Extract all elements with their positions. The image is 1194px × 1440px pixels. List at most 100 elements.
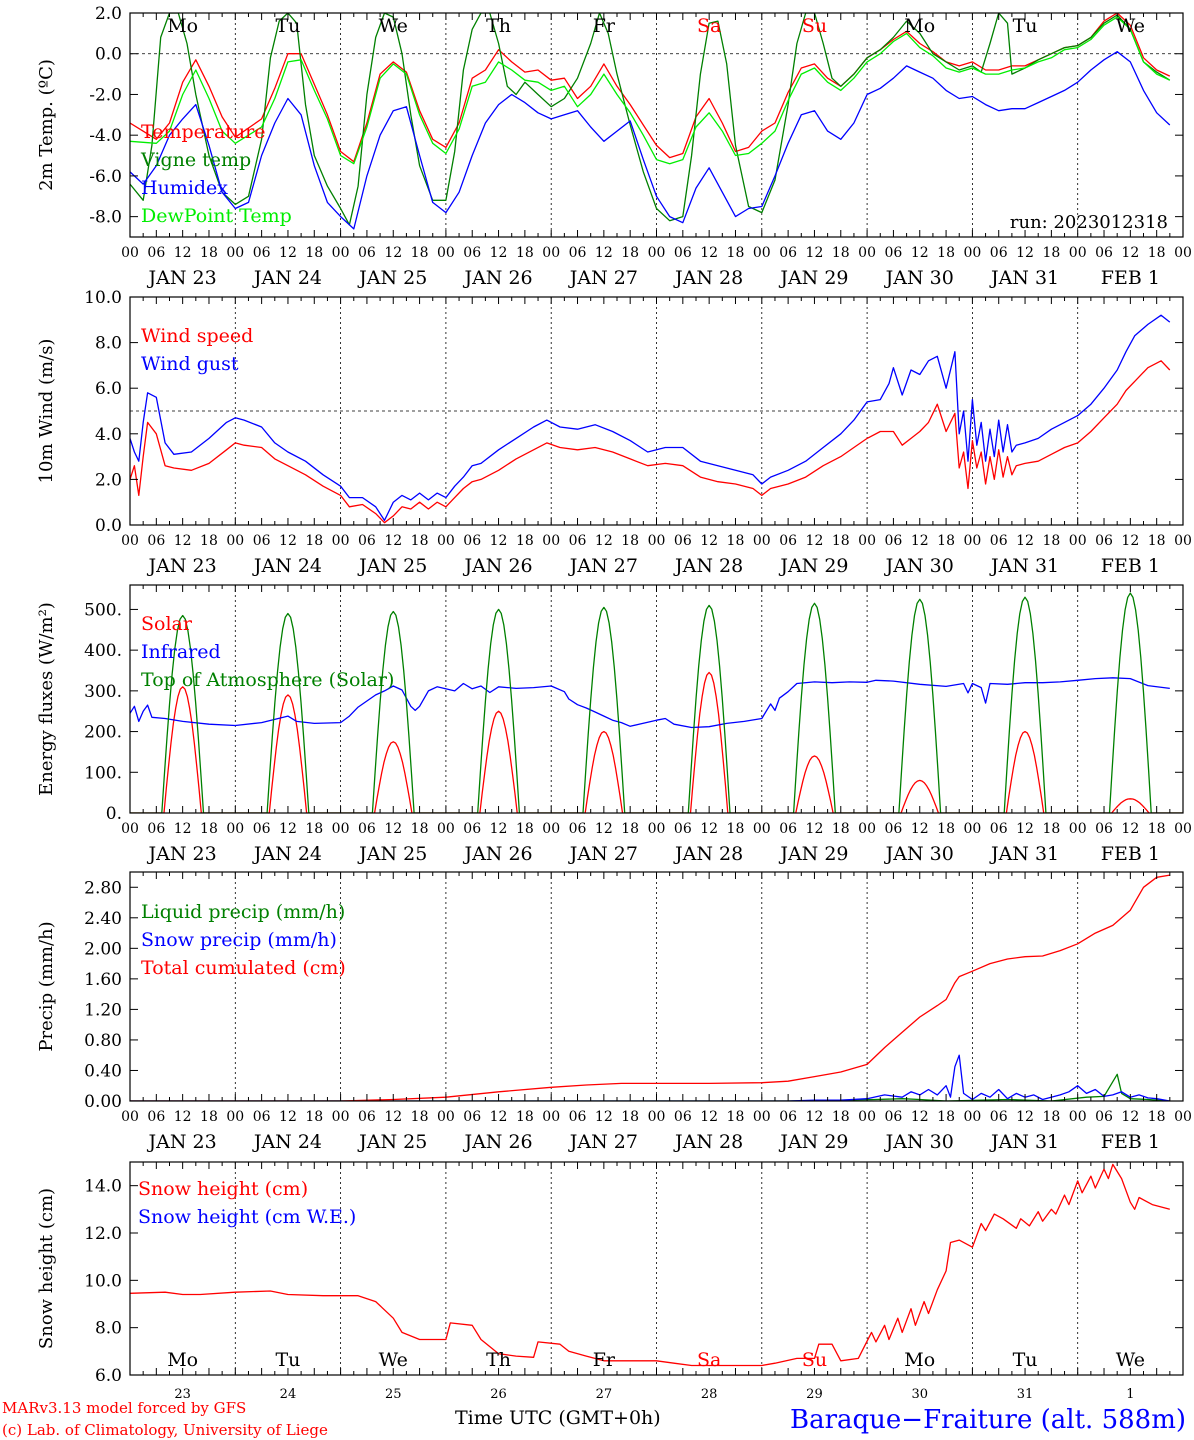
hour-tick-label: 12 (700, 1109, 718, 1125)
y-axis-title: 10m Wind (m/s) (36, 339, 57, 484)
series-line (130, 1054, 1170, 1101)
series-line (130, 13, 1171, 226)
hour-tick-label: 06 (674, 821, 692, 837)
hour-tick-label: 12 (490, 245, 508, 261)
hour-tick-label: 06 (569, 245, 587, 261)
hour-tick-label: 12 (490, 1109, 508, 1125)
hour-tick-label: 12 (1121, 821, 1139, 837)
hour-tick-label: 00 (648, 245, 666, 261)
hour-tick-label: 06 (990, 533, 1008, 549)
day-number-label: 25 (385, 1387, 402, 1402)
hour-tick-label: 12 (700, 245, 718, 261)
day-label: FEB 1 (1101, 267, 1160, 289)
day-label: JAN 28 (673, 1131, 743, 1153)
series-line (130, 671, 1183, 813)
day-label: JAN 24 (252, 843, 322, 865)
y-tick-label: 2.00 (84, 939, 122, 959)
hour-tick-label: 06 (253, 245, 271, 261)
day-label: FEB 1 (1101, 843, 1160, 865)
hour-tick-label: 00 (1069, 821, 1087, 837)
day-label: JAN 24 (252, 267, 322, 289)
hour-tick-label: 12 (174, 1109, 192, 1125)
hour-tick-label: 06 (779, 1109, 797, 1125)
hour-tick-label: 18 (411, 533, 429, 549)
y-tick-label: 100. (84, 763, 122, 783)
hour-tick-label: 00 (542, 1109, 560, 1125)
hour-tick-label: 06 (147, 245, 165, 261)
hour-tick-label: 12 (490, 533, 508, 549)
weekday-label: Su (802, 15, 827, 37)
day-label: JAN 27 (568, 267, 638, 289)
hour-tick-label: 18 (621, 245, 639, 261)
hour-tick-label: 06 (779, 245, 797, 261)
hour-tick-label: 00 (753, 1109, 771, 1125)
hour-tick-label: 18 (937, 533, 955, 549)
y-tick-label: 10.0 (84, 288, 122, 308)
y-tick-label: 500. (84, 600, 122, 620)
hour-tick-label: 18 (516, 533, 534, 549)
hour-tick-label: 06 (779, 533, 797, 549)
hour-tick-label: 12 (595, 533, 613, 549)
day-label: JAN 31 (989, 555, 1059, 577)
hour-tick-label: 00 (1174, 1109, 1192, 1125)
hour-tick-label: 06 (990, 1109, 1008, 1125)
hour-tick-label: 18 (1148, 245, 1166, 261)
y-axis-title: 2m Temp. (ºC) (36, 59, 57, 191)
hour-tick-label: 12 (595, 245, 613, 261)
hour-tick-label: 00 (332, 1109, 350, 1125)
y-axis-title: Precip (mm/h) (36, 921, 57, 1051)
hour-tick-label: 18 (305, 245, 323, 261)
hour-tick-label: 00 (226, 821, 244, 837)
footer: MARv3.13 model forced by GFS (c) Lab. of… (2, 1399, 1186, 1439)
hour-tick-label: 18 (1042, 1109, 1060, 1125)
day-number-label: 28 (701, 1387, 718, 1402)
series-line (130, 592, 1183, 813)
hour-tick-label: 18 (832, 533, 850, 549)
hour-tick-label: 12 (384, 821, 402, 837)
legend-entry: Humidex (141, 177, 228, 199)
hour-tick-label: 00 (1174, 821, 1192, 837)
y-tick-label: 2.80 (84, 878, 122, 898)
hour-tick-label: 00 (858, 821, 876, 837)
hour-tick-label: 12 (806, 245, 824, 261)
series-line (130, 314, 1171, 522)
hour-tick-label: 12 (1016, 1109, 1034, 1125)
y-tick-label: 6.0 (95, 379, 122, 399)
snow-height-panel: 6.0 8.0 10.0 12.0 14.0 Snow height (cm) Snow h… (36, 1161, 1184, 1402)
time-axis-label: Time UTC (GMT+0h) (455, 1407, 661, 1429)
run-annotation: run: 2023012318 (1010, 212, 1168, 233)
hour-tick-label: 06 (463, 533, 481, 549)
weekday-label: Sa (697, 1349, 721, 1371)
y-tick-label: 300. (84, 682, 122, 702)
temperature-panel: -8.0 -6.0 -4.0 -2.0 0.0 2.0 2m Temp. (ºC) Tempe… (36, 4, 1192, 289)
series-line (130, 677, 1170, 729)
hour-tick-label: 06 (569, 821, 587, 837)
station-label: Baraque−Fraiture (alt. 588m) (790, 1405, 1186, 1435)
series-line (130, 1073, 1170, 1101)
legend-entry: Wind gust (141, 353, 239, 375)
hour-tick-label: 00 (121, 821, 139, 837)
hour-tick-label: 00 (437, 1109, 455, 1125)
hour-tick-label: 18 (411, 821, 429, 837)
precipitation-panel: 0.00 0.40 0.80 1.20 1.60 2.00 2.40 2.80 Precip (… (36, 871, 1192, 1153)
model-credit-line: MARv3.13 model forced by GFS (2, 1399, 246, 1417)
hour-tick-label: 06 (358, 245, 376, 261)
hour-tick-label: 12 (174, 245, 192, 261)
day-label: JAN 23 (147, 843, 217, 865)
hour-tick-label: 06 (779, 821, 797, 837)
hour-tick-label: 06 (358, 821, 376, 837)
hour-tick-label: 12 (911, 533, 929, 549)
hour-tick-label: 12 (1016, 245, 1034, 261)
weekday-label: We (1116, 15, 1145, 37)
legend-entry: Wind speed (141, 325, 253, 347)
hour-tick-label: 00 (963, 1109, 981, 1125)
hour-tick-label: 00 (226, 533, 244, 549)
hour-tick-label: 00 (437, 533, 455, 549)
day-label: JAN 29 (778, 555, 848, 577)
hour-tick-label: 18 (621, 1109, 639, 1125)
hour-tick-label: 12 (279, 821, 297, 837)
hour-tick-label: 00 (648, 1109, 666, 1125)
y-tick-label: 2.40 (84, 909, 122, 929)
day-label: JAN 30 (884, 1131, 954, 1153)
day-label: JAN 23 (147, 267, 217, 289)
